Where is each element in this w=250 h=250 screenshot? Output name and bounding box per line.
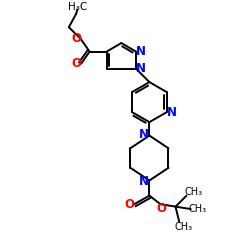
Text: N: N bbox=[167, 106, 177, 119]
Text: O: O bbox=[156, 202, 166, 215]
Text: O: O bbox=[72, 32, 82, 45]
Text: CH₃: CH₃ bbox=[184, 187, 203, 197]
Text: N: N bbox=[136, 62, 145, 75]
Text: H₃C: H₃C bbox=[68, 2, 87, 12]
Text: N: N bbox=[136, 45, 145, 58]
Text: O: O bbox=[124, 198, 134, 211]
Text: N: N bbox=[139, 128, 149, 141]
Text: O: O bbox=[71, 57, 81, 70]
Text: N: N bbox=[139, 175, 149, 188]
Text: CH₃: CH₃ bbox=[174, 222, 193, 232]
Text: CH₃: CH₃ bbox=[189, 204, 207, 214]
